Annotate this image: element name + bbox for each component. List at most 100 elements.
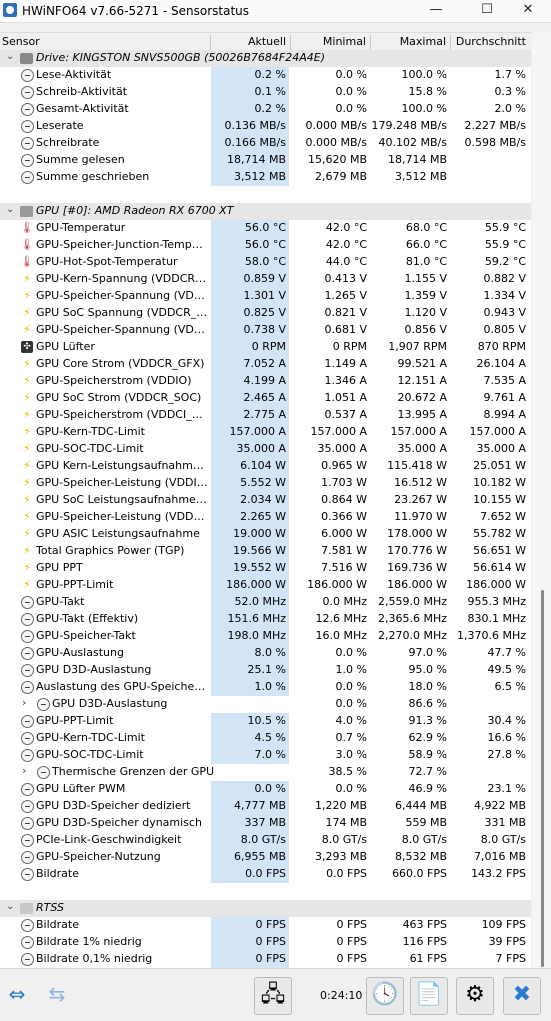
sensor-row[interactable]: Bildrate 0,1% niedrig 0 FPS 0 FPS 61 FPS 7 F… xyxy=(0,951,531,968)
column-header-sensor[interactable]: Sensor xyxy=(2,35,40,48)
sensor-row[interactable]: GPU-Speicher-Nutzung 6,955 MB 3,293 MB 8,53… xyxy=(0,849,531,866)
sensor-row[interactable]: GPU-Auslastung 8.0 % 0.0 % 97.0 % 47.7 % xyxy=(0,645,531,662)
sensor-row[interactable]: GPU Lüfter PWM 0.0 % 0.0 % 46.9 % 23.1 % xyxy=(0,781,531,798)
clock-icon xyxy=(21,953,34,966)
value-avg: 35.000 A xyxy=(476,442,526,455)
sensor-row[interactable]: GPU-Speicher-Takt 198.0 MHz 16.0 MHz 2,270.… xyxy=(0,628,531,645)
sensor-row[interactable]: ✣ GPU Lüfter 0 RPM 0 RPM 1,907 RPM 870 RPM xyxy=(0,339,531,356)
add-report-icon[interactable]: 📄 xyxy=(410,977,448,1015)
sensor-row[interactable]: GPU-Takt (Effektiv) 151.6 MHz 12.6 MHz 2,36… xyxy=(0,611,531,628)
settings-gear-icon[interactable]: ⚙ xyxy=(456,977,494,1015)
chevron-down-icon[interactable]: ⌄ xyxy=(6,901,15,912)
value-avg: 0.943 V xyxy=(483,306,526,319)
sensor-row[interactable]: Schreibrate 0.166 MB/s 0.000 MB/s 40.102 MB… xyxy=(0,135,531,152)
scrollbar-thumb[interactable] xyxy=(541,590,544,967)
sensor-row[interactable]: PCIe-Link-Geschwindigkeit 8.0 GT/s 8.0 GT/… xyxy=(0,832,531,849)
sensor-row[interactable]: 🌡 GPU-Hot-Spot-Temperatur 58.0 °C 44.0 °C 81… xyxy=(0,254,531,271)
value-max: 179.248 MB/s xyxy=(371,119,447,132)
sensor-row[interactable]: ⚡ GPU-Speicher-Spannung (VDDCI_... 0.738 V… xyxy=(0,322,531,339)
column-header-max[interactable]: Maximal xyxy=(399,35,446,48)
column-separator[interactable] xyxy=(210,35,211,52)
close-sensors-icon[interactable]: ✖ xyxy=(503,977,541,1015)
sensor-row[interactable]: ⚡ GPU Kern-Leistungsaufnahme (V... 6.104 W… xyxy=(0,458,531,475)
sensor-row[interactable]: ⚡ GPU-Speicherstrom (VDDCI_MEM) 2.775 A 0.5… xyxy=(0,407,531,424)
sensor-group-header[interactable]: ⌄ GPU [#0]: AMD Radeon RX 6700 XT xyxy=(0,203,531,220)
sensor-row[interactable]: ⚡ GPU SoC Spannung (VDDCR_SOC) 0.825 V 0.82… xyxy=(0,305,531,322)
column-header-avg[interactable]: Durchschnitt xyxy=(455,35,526,48)
sensor-row[interactable]: Auslastung des GPU-Speicher-Co... 1.0 % 0.… xyxy=(0,679,531,696)
maximize-button[interactable]: ☐ xyxy=(481,2,493,17)
clock-icon xyxy=(21,851,34,864)
sensor-row[interactable]: Summe gelesen 18,714 MB 15,620 MB 18,714 MB xyxy=(0,152,531,169)
sensor-row[interactable]: GPU-Kern-TDC-Limit 4.5 % 0.7 % 62.9 % 16.6 % xyxy=(0,730,531,747)
clock-icon xyxy=(21,749,34,762)
sensor-row[interactable]: GPU-SOC-TDC-Limit 7.0 % 3.0 % 58.9 % 27.8 % xyxy=(0,747,531,764)
sensor-row[interactable]: Gesamt-Aktivität 0.2 % 0.0 % 100.0 % 2.0 % xyxy=(0,101,531,118)
sensor-row[interactable]: ⚡ GPU-Speicher-Leistung (VDDCI_M... 2.265 … xyxy=(0,509,531,526)
sensor-row[interactable]: 🌡 GPU-Temperatur 56.0 °C 42.0 °C 68.0 °C 55.9… xyxy=(0,220,531,237)
column-header-current[interactable]: Aktuell xyxy=(247,35,286,48)
sensor-row[interactable]: GPU D3D-Speicher dynamisch 337 MB 174 MB 55… xyxy=(0,815,531,832)
sensor-row[interactable]: ⚡ GPU SoC Leistungsaufnahme (VD... 2.034 W… xyxy=(0,492,531,509)
chevron-down-icon[interactable]: ⌄ xyxy=(6,51,15,62)
value-avg: 2.227 MB/s xyxy=(464,119,526,132)
sensor-row[interactable]: Summe geschrieben 3,512 MB 2,679 MB 3,512 M… xyxy=(0,169,531,186)
current-highlight xyxy=(211,441,289,458)
sensor-row[interactable]: ⚡ GPU-Kern-TDC-Limit 157.000 A 157.000 A 157… xyxy=(0,424,531,441)
sensor-group-header[interactable]: ⌄ RTSS xyxy=(0,900,531,917)
column-separator[interactable] xyxy=(370,35,371,52)
sensor-row[interactable]: ⚡ GPU-Speicher-Leistung (VDDIO) 5.552 W 1.7… xyxy=(0,475,531,492)
sensor-row[interactable]: Bildrate 0.0 FPS 0.0 FPS 660.0 FPS 143.2 FPS xyxy=(0,866,531,883)
vertical-scrollbar[interactable] xyxy=(532,32,551,968)
sensor-row[interactable]: ⚡ GPU Core Strom (VDDCR_GFX) 7.052 A 1.149 … xyxy=(0,356,531,373)
lightning-icon: ⚡ xyxy=(23,578,31,591)
sensor-name: GPU-Speicher-Spannung (VDDIO) xyxy=(36,289,208,302)
sensor-row[interactable]: GPU-PPT-Limit 10.5 % 4.0 % 91.3 % 30.4 % xyxy=(0,713,531,730)
sensor-row[interactable]: ⚡ GPU-Kern-Spannung (VDDCR_GFX) 0.859 V 0.4… xyxy=(0,271,531,288)
sensor-row[interactable]: ⚡ GPU-Speicherstrom (VDDIO) 4.199 A 1.346 A… xyxy=(0,373,531,390)
collapse-arrows-icon[interactable]: ⇆ xyxy=(48,982,66,1006)
gpu-icon xyxy=(20,206,33,217)
lightning-icon: ⚡ xyxy=(23,425,31,438)
column-header-min[interactable]: Minimal xyxy=(322,35,366,48)
sensor-row[interactable]: Schreib-Aktivität 0.1 % 0.0 % 15.8 % 0.3 % xyxy=(0,84,531,101)
chevron-right-icon[interactable]: › xyxy=(22,696,27,709)
sensor-row[interactable]: Bildrate 1% niedrig 0 FPS 0 FPS 116 FPS 39 F… xyxy=(0,934,531,951)
chevron-right-icon[interactable]: › xyxy=(22,764,27,777)
sensor-subgroup-row[interactable]: › Thermische Grenzen der GPU 38.5 % 72.7 % xyxy=(0,764,531,781)
column-separator[interactable] xyxy=(450,35,451,52)
minimize-button[interactable]: — xyxy=(429,2,443,17)
sensor-row[interactable]: GPU D3D-Speicher dediziert 4,777 MB 1,220 … xyxy=(0,798,531,815)
sensor-row[interactable]: ⚡ Total Graphics Power (TGP) 19.566 W 7.581… xyxy=(0,543,531,560)
sensor-name: Summe gelesen xyxy=(36,153,125,166)
value-min: 1.265 V xyxy=(324,289,367,302)
chevron-down-icon[interactable]: ⌄ xyxy=(6,204,15,215)
hwinfo-app-icon xyxy=(3,3,17,17)
column-separator[interactable] xyxy=(290,35,291,52)
clock-reset-icon[interactable]: 🕓 xyxy=(366,977,404,1015)
navigate-arrows-icon[interactable]: ⇔ xyxy=(8,982,26,1006)
sensor-row[interactable]: ⚡ GPU PPT 19.552 W 7.516 W 169.736 W 56.614 W xyxy=(0,560,531,577)
sensor-row[interactable]: ⚡ GPU-SOC-TDC-Limit 35.000 A 35.000 A 35.000… xyxy=(0,441,531,458)
sensor-row[interactable]: Bildrate 0 FPS 0 FPS 463 FPS 109 FPS xyxy=(0,917,531,934)
current-highlight xyxy=(211,951,289,968)
sensor-row[interactable]: ⚡ GPU ASIC Leistungsaufnahme 19.000 W 6.000… xyxy=(0,526,531,543)
sensor-name: Leserate xyxy=(36,119,84,132)
current-highlight xyxy=(211,543,289,560)
current-highlight xyxy=(211,373,289,390)
value-max: 18.0 % xyxy=(408,680,447,693)
sensor-row[interactable]: Lese-Aktivität 0.2 % 0.0 % 100.0 % 1.7 % xyxy=(0,67,531,84)
sensor-name: GPU-SOC-TDC-Limit xyxy=(36,748,144,761)
sensor-row[interactable]: ⚡ GPU-Speicher-Spannung (VDDIO) 1.301 V 1.2… xyxy=(0,288,531,305)
sensor-group-header[interactable]: ⌄ Drive: KINGSTON SNVS500GB (50026B7684F2… xyxy=(0,50,531,67)
network-icon[interactable]: 🖧 xyxy=(254,977,292,1015)
sensor-row[interactable]: ⚡ GPU SoC Strom (VDDCR_SOC) 2.465 A 1.051 A… xyxy=(0,390,531,407)
sensor-row[interactable]: GPU-Takt 52.0 MHz 0.0 MHz 2,559.0 MHz 955.3 … xyxy=(0,594,531,611)
sensor-table[interactable]: ⌄ Drive: KINGSTON SNVS500GB (50026B7684F2… xyxy=(0,50,531,968)
sensor-row[interactable]: Leserate 0.136 MB/s 0.000 MB/s 179.248 MB/s… xyxy=(0,118,531,135)
sensor-row[interactable]: ⚡ GPU-PPT-Limit 186.000 W 186.000 W 186.000 … xyxy=(0,577,531,594)
sensor-subgroup-row[interactable]: › GPU D3D-Auslastung 0.0 % 86.6 % xyxy=(0,696,531,713)
close-button[interactable]: ✕ xyxy=(522,2,534,17)
sensor-row[interactable]: GPU D3D-Auslastung 25.1 % 1.0 % 95.0 % 49.5 … xyxy=(0,662,531,679)
sensor-row[interactable]: 🌡 GPU-Speicher-Junction-Temperatur 56.0 °C… xyxy=(0,237,531,254)
